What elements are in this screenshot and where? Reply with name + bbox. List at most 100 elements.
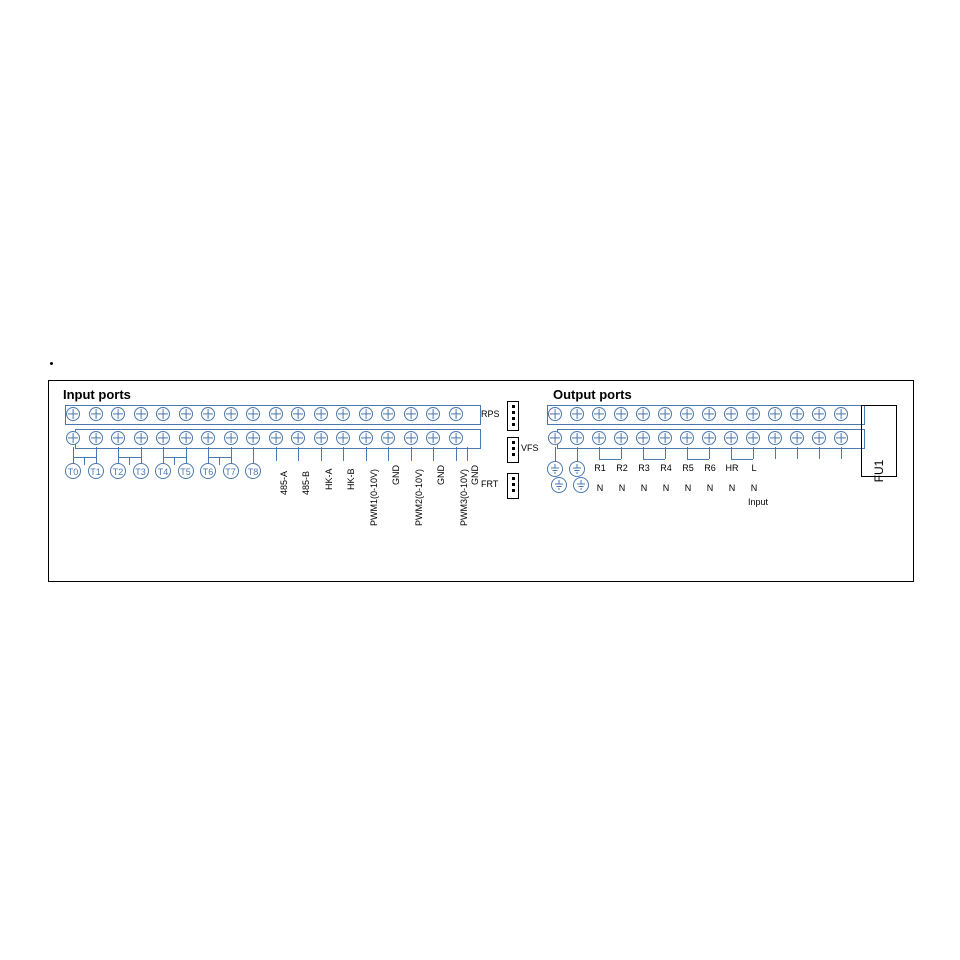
- input-top-screw: [336, 407, 350, 421]
- input-bot-screw: [336, 431, 350, 445]
- output-ground-icon: [573, 477, 589, 493]
- output-bot-label: N: [637, 483, 651, 493]
- output-bot-label: N: [747, 483, 761, 493]
- pinheader-label-FRT: FRT: [481, 479, 498, 489]
- input-top-screw: [269, 407, 283, 421]
- input-bot-screw: [111, 431, 125, 445]
- fuse-label: FU1: [872, 460, 886, 483]
- input-t-T7: T7: [223, 463, 239, 479]
- input-t-T6: T6: [200, 463, 216, 479]
- output-bot-screw: [768, 431, 782, 445]
- fuse-fu1: FU1: [861, 405, 897, 477]
- output-ports-title: Output ports: [553, 387, 632, 402]
- pinheader-VFS: [507, 437, 519, 463]
- output-bot-label: N: [725, 483, 739, 493]
- output-ground-icon: [569, 461, 585, 477]
- input-t-T3: T3: [133, 463, 149, 479]
- input-top-screw: [291, 407, 305, 421]
- output-top-screw: [570, 407, 584, 421]
- output-top-label: R6: [701, 463, 719, 473]
- output-top-label: R2: [613, 463, 631, 473]
- output-top-label: R3: [635, 463, 653, 473]
- input-top-screw: [449, 407, 463, 421]
- output-bot-screw: [548, 431, 562, 445]
- input-t-T4: T4: [155, 463, 171, 479]
- output-top-screw: [614, 407, 628, 421]
- output-top-screw: [812, 407, 826, 421]
- input-top-screw: [404, 407, 418, 421]
- output-bot-label: N: [659, 483, 673, 493]
- input-bot-screw: [359, 431, 373, 445]
- input-top-screw: [201, 407, 215, 421]
- pinheader-FRT: [507, 473, 519, 499]
- output-top-label: R1: [591, 463, 609, 473]
- output-bot-screw: [614, 431, 628, 445]
- pinheader-RPS: [507, 401, 519, 431]
- output-input-note: Input: [743, 497, 773, 507]
- input-top-screw: [66, 407, 80, 421]
- input-bot-screw: [224, 431, 238, 445]
- input-top-screw: [381, 407, 395, 421]
- output-top-screw: [834, 407, 848, 421]
- input-bot-screw: [381, 431, 395, 445]
- input-ports-title: Input ports: [63, 387, 131, 402]
- output-bot-label: N: [681, 483, 695, 493]
- output-ground-icon: [551, 477, 567, 493]
- dot-mark: [50, 362, 53, 365]
- input-bot-screw: [66, 431, 80, 445]
- input-top-screw: [426, 407, 440, 421]
- input-bot-screw: [201, 431, 215, 445]
- output-bot-screw: [680, 431, 694, 445]
- output-bot-label: N: [593, 483, 607, 493]
- output-top-screw: [680, 407, 694, 421]
- input-top-screw: [246, 407, 260, 421]
- output-top-label: L: [745, 463, 763, 473]
- input-t-T1: T1: [88, 463, 104, 479]
- input-top-screw: [314, 407, 328, 421]
- input-bot-screw: [449, 431, 463, 445]
- input-bot-screw: [246, 431, 260, 445]
- output-top-screw: [592, 407, 606, 421]
- output-top-screw: [746, 407, 760, 421]
- output-top-screw: [724, 407, 738, 421]
- input-top-screw: [179, 407, 193, 421]
- input-bot-screw: [179, 431, 193, 445]
- output-bot-screw: [636, 431, 650, 445]
- input-top-screw: [134, 407, 148, 421]
- output-bot-screw: [570, 431, 584, 445]
- input-t-T2: T2: [110, 463, 126, 479]
- output-bot-screw: [834, 431, 848, 445]
- output-top-screw: [702, 407, 716, 421]
- pinheader-label-VFS: VFS: [521, 443, 539, 453]
- input-t-T0: T0: [65, 463, 81, 479]
- output-top-screw: [548, 407, 562, 421]
- output-bot-screw: [592, 431, 606, 445]
- input-bot-screw: [404, 431, 418, 445]
- output-ground-icon: [547, 461, 563, 477]
- input-bot-screw: [291, 431, 305, 445]
- output-top-label: R4: [657, 463, 675, 473]
- input-t-T5: T5: [178, 463, 194, 479]
- output-bot-screw: [812, 431, 826, 445]
- input-t-T8: T8: [245, 463, 261, 479]
- input-bot-screw: [89, 431, 103, 445]
- input-top-screw: [224, 407, 238, 421]
- input-top-screw: [156, 407, 170, 421]
- pinheader-label-RPS: RPS: [481, 409, 500, 419]
- input-bot-screw: [314, 431, 328, 445]
- input-top-screw: [359, 407, 373, 421]
- output-bot-screw: [724, 431, 738, 445]
- output-top-screw: [790, 407, 804, 421]
- input-top-screw: [89, 407, 103, 421]
- output-bot-screw: [658, 431, 672, 445]
- output-bot-screw: [746, 431, 760, 445]
- input-bot-screw: [156, 431, 170, 445]
- input-bot-screw: [134, 431, 148, 445]
- input-bot-screw: [426, 431, 440, 445]
- output-top-label: R5: [679, 463, 697, 473]
- output-top-label: HR: [723, 463, 741, 473]
- output-bot-screw: [790, 431, 804, 445]
- output-bot-label: N: [703, 483, 717, 493]
- terminal-panel: Input ports Output ports T0 T1 T2 T3 T4 T5 T6 T…: [48, 380, 914, 582]
- input-bot-screw: [269, 431, 283, 445]
